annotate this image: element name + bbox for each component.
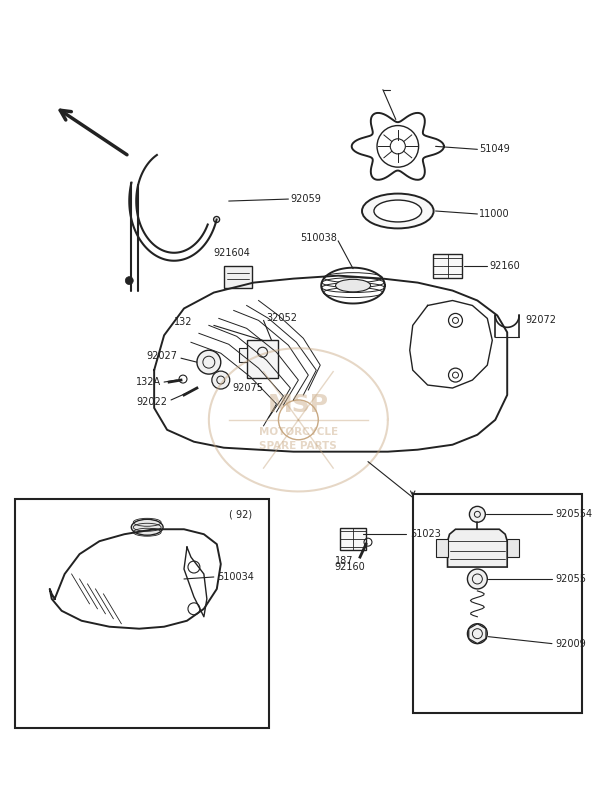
Bar <box>436 539 448 557</box>
Ellipse shape <box>362 194 434 228</box>
Ellipse shape <box>335 279 371 292</box>
Ellipse shape <box>374 200 422 222</box>
Text: 187: 187 <box>335 556 353 566</box>
Text: 92075: 92075 <box>233 383 264 393</box>
Circle shape <box>197 350 221 374</box>
Bar <box>433 254 463 278</box>
Polygon shape <box>448 529 507 567</box>
Text: 92009: 92009 <box>555 639 586 648</box>
Text: 510038: 510038 <box>301 233 337 243</box>
Text: 92059: 92059 <box>290 194 321 204</box>
Circle shape <box>467 624 487 644</box>
Text: 132A: 132A <box>136 377 161 387</box>
Circle shape <box>469 506 485 522</box>
Bar <box>340 528 366 550</box>
Text: 92160: 92160 <box>335 562 365 572</box>
Bar <box>507 539 519 557</box>
Circle shape <box>467 569 487 589</box>
Text: 92160: 92160 <box>490 261 520 271</box>
Text: 920554: 920554 <box>555 509 592 520</box>
Text: 921604: 921604 <box>214 248 251 257</box>
Text: 11000: 11000 <box>479 209 510 219</box>
Text: 92055: 92055 <box>555 574 586 584</box>
Text: MSP: MSP <box>268 393 329 417</box>
Text: 132: 132 <box>174 317 193 327</box>
Text: 51049: 51049 <box>479 144 510 155</box>
Bar <box>15 499 269 728</box>
Text: 510034: 510034 <box>217 572 254 582</box>
Text: 51023: 51023 <box>410 529 440 539</box>
Text: 32052: 32052 <box>266 313 298 323</box>
Bar <box>224 265 251 287</box>
Bar <box>247 340 278 378</box>
Text: 92072: 92072 <box>525 316 556 326</box>
Text: SPARE PARTS: SPARE PARTS <box>259 440 337 451</box>
Text: ( 92): ( 92) <box>229 509 252 520</box>
Text: MOTORCYCLE: MOTORCYCLE <box>259 427 338 436</box>
Ellipse shape <box>131 520 163 535</box>
Text: 92022: 92022 <box>136 397 167 407</box>
Bar <box>413 495 582 714</box>
Circle shape <box>125 276 133 285</box>
Circle shape <box>212 371 230 389</box>
Text: 92027: 92027 <box>146 351 177 361</box>
Bar <box>239 349 247 362</box>
